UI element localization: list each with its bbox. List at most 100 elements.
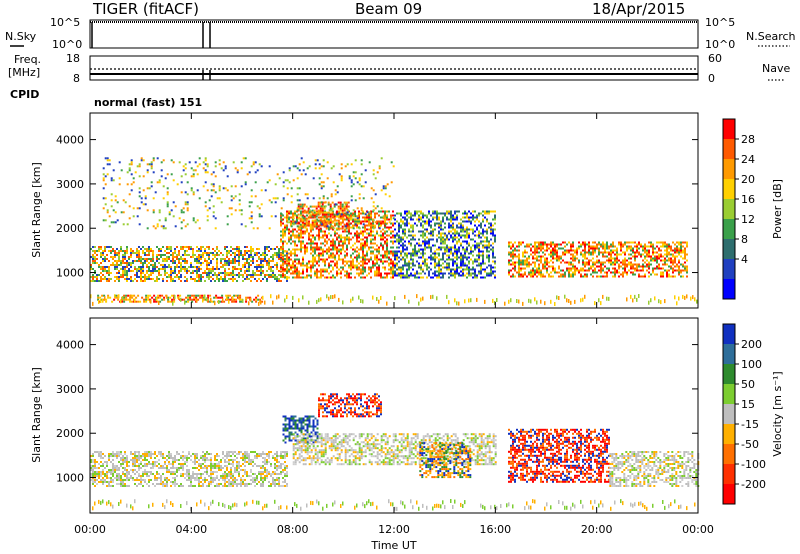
range-cell (582, 255, 584, 258)
range-cell (358, 197, 361, 200)
range-cell (343, 209, 346, 212)
range-cell (116, 266, 118, 268)
range-cell (368, 218, 370, 221)
range-cell (440, 272, 442, 275)
range-cell (102, 197, 105, 200)
range-cell (648, 241, 650, 244)
range-cell (488, 240, 490, 243)
range-cell (582, 261, 584, 264)
range-cell (488, 272, 490, 275)
range-cell (104, 270, 106, 272)
range-cell (564, 241, 566, 244)
range-cell (380, 238, 382, 241)
range-cell (446, 264, 448, 267)
range-cell (406, 270, 408, 273)
range-cell (153, 294, 156, 297)
range-cell (616, 251, 618, 254)
range-cell (514, 247, 516, 250)
range-cell (288, 212, 290, 215)
range-cell (166, 205, 169, 208)
range-cell (96, 280, 98, 282)
range-cell (214, 161, 217, 164)
range-cell (368, 211, 371, 214)
range-cell (318, 224, 320, 227)
range-cell (356, 256, 358, 259)
range-cell (234, 256, 236, 258)
range-cell (322, 181, 325, 184)
range-cell (396, 272, 398, 275)
range-cell (466, 240, 468, 243)
range-cell (518, 269, 520, 272)
range-cell (340, 276, 342, 279)
range-cell (109, 296, 112, 299)
range-cell (356, 181, 359, 184)
range-cell (280, 240, 282, 243)
range-cell (448, 250, 450, 253)
range-cell (250, 276, 252, 278)
range-cell (402, 216, 404, 219)
range-cell (306, 250, 308, 253)
range-cell (228, 252, 230, 254)
range-cell (324, 270, 326, 273)
range-cell (682, 263, 684, 266)
range-cell (576, 249, 578, 252)
range-cell (322, 250, 324, 253)
range-cell (156, 258, 158, 260)
range-cell (256, 205, 259, 208)
range-cell (157, 294, 160, 297)
range-cell (248, 256, 250, 258)
range-cell (364, 256, 366, 259)
range-cell (334, 222, 336, 225)
range-cell (620, 249, 622, 252)
range-cell (480, 250, 482, 253)
ground-cell (568, 299, 570, 303)
range-cell (362, 216, 364, 219)
range-cell (246, 260, 248, 262)
range-cell (348, 238, 350, 241)
range-cell (333, 213, 336, 216)
range-cell (280, 220, 282, 223)
range-cell (208, 276, 210, 278)
range-cell (244, 278, 246, 280)
range-cell (454, 268, 456, 271)
ground-cell (416, 294, 418, 299)
range-cell (666, 269, 668, 272)
range-cell (276, 276, 278, 278)
range-cell (352, 212, 354, 215)
range-cell (580, 269, 582, 272)
range-cell (107, 296, 110, 299)
range-cell (156, 266, 158, 268)
range-cell (328, 238, 330, 241)
range-cell (142, 276, 144, 278)
range-cell (530, 275, 532, 278)
range-cell (300, 246, 302, 249)
range-cell (426, 266, 428, 269)
ground-cell (318, 298, 320, 303)
range-cell (420, 224, 422, 227)
range-cell (318, 216, 320, 219)
range-cell (232, 266, 234, 268)
range-cell (374, 264, 376, 267)
range-cell (156, 246, 158, 248)
range-cell (330, 195, 333, 198)
range-cell (232, 272, 234, 274)
range-cell (142, 159, 145, 162)
range-cell (315, 211, 318, 214)
range-cell (106, 266, 108, 268)
ground-cell (554, 302, 556, 306)
range-cell (328, 276, 330, 279)
range-cell (236, 260, 238, 262)
range-cell (454, 250, 456, 253)
range-cell (432, 244, 434, 247)
range-cell (232, 197, 235, 200)
range-cell (376, 232, 378, 235)
range-cell (586, 261, 588, 264)
range-cell (296, 225, 299, 228)
range-cell (456, 268, 458, 271)
range-cell (154, 264, 156, 266)
range-cell (126, 264, 128, 266)
range-cell (518, 273, 520, 276)
range-cell (358, 218, 360, 221)
range-cell (572, 275, 574, 278)
range-cell (394, 258, 396, 261)
